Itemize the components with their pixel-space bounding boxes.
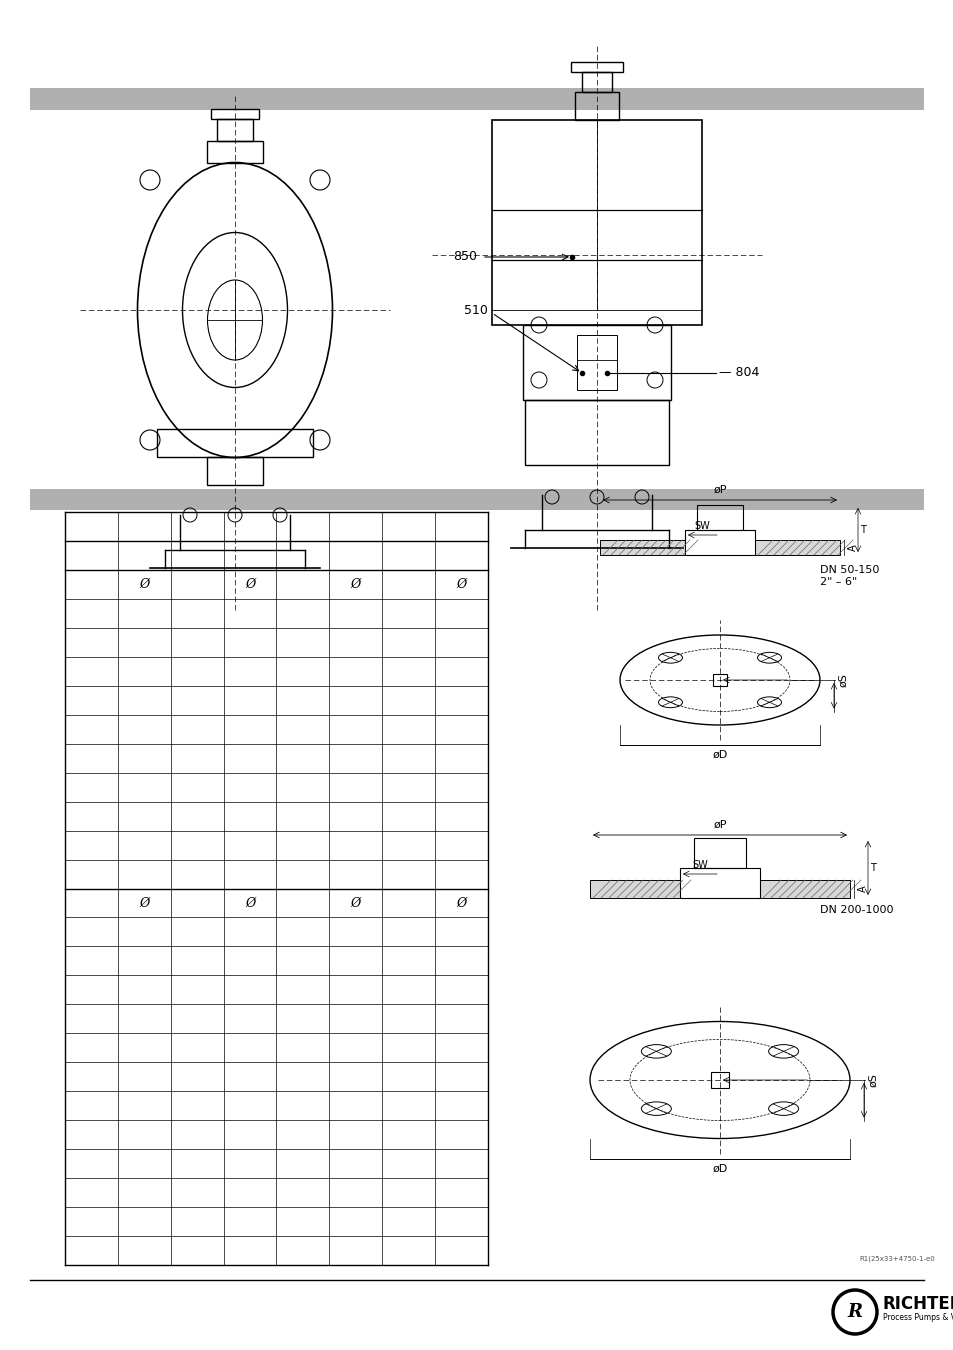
Bar [760, 880, 849, 898]
Bar [522, 325, 670, 400]
Text: øD: øD [712, 1164, 727, 1173]
Text: øS: øS [837, 674, 847, 687]
Text: A: A [857, 886, 867, 892]
Text: Ø: Ø [456, 578, 466, 591]
Text: SW: SW [694, 521, 710, 531]
Text: R1(25x33+4750-1-e0: R1(25x33+4750-1-e0 [859, 1256, 934, 1262]
Text: Ø: Ø [351, 896, 360, 910]
Bar [679, 868, 760, 898]
Bar [711, 1072, 728, 1088]
Text: Ø: Ø [139, 896, 150, 910]
Bar [684, 531, 754, 555]
Text: øP: øP [713, 485, 726, 495]
Text: Ø: Ø [456, 896, 466, 910]
Text: Ø: Ø [245, 578, 254, 591]
Text: A: A [847, 544, 857, 551]
Text: 510: 510 [464, 304, 488, 316]
Bar [211, 109, 258, 119]
Bar [157, 429, 313, 458]
Text: R: R [846, 1303, 862, 1322]
Text: øD: øD [712, 751, 727, 760]
Bar [712, 674, 726, 686]
Bar [693, 838, 745, 868]
Bar [581, 72, 612, 92]
Bar [754, 540, 840, 555]
Text: Ø: Ø [139, 578, 150, 591]
Text: RICHTER: RICHTER [882, 1295, 953, 1314]
Text: DN 200-1000: DN 200-1000 [820, 904, 893, 915]
Text: Ø: Ø [351, 578, 360, 591]
Bar [589, 880, 679, 898]
Text: T: T [859, 525, 865, 535]
Text: 850: 850 [453, 251, 476, 263]
Bar [207, 458, 263, 485]
Bar [575, 92, 618, 120]
Bar [30, 89, 923, 111]
Text: øS: øS [867, 1073, 877, 1087]
Bar [697, 505, 742, 531]
Text: Process Pumps & Valves: Process Pumps & Valves [882, 1314, 953, 1323]
Bar [492, 120, 701, 325]
Bar [216, 119, 253, 140]
Text: øP: øP [713, 819, 726, 830]
Bar [30, 489, 923, 510]
Bar [207, 140, 263, 163]
Text: DN 50-150
2" – 6": DN 50-150 2" – 6" [820, 566, 879, 587]
Text: — 804: — 804 [719, 366, 759, 379]
Bar [599, 540, 684, 555]
Text: T: T [869, 863, 875, 873]
Text: Ø: Ø [245, 896, 254, 910]
Text: SW: SW [691, 860, 707, 869]
Bar [577, 335, 617, 390]
Bar [524, 400, 668, 464]
Bar [571, 62, 622, 72]
